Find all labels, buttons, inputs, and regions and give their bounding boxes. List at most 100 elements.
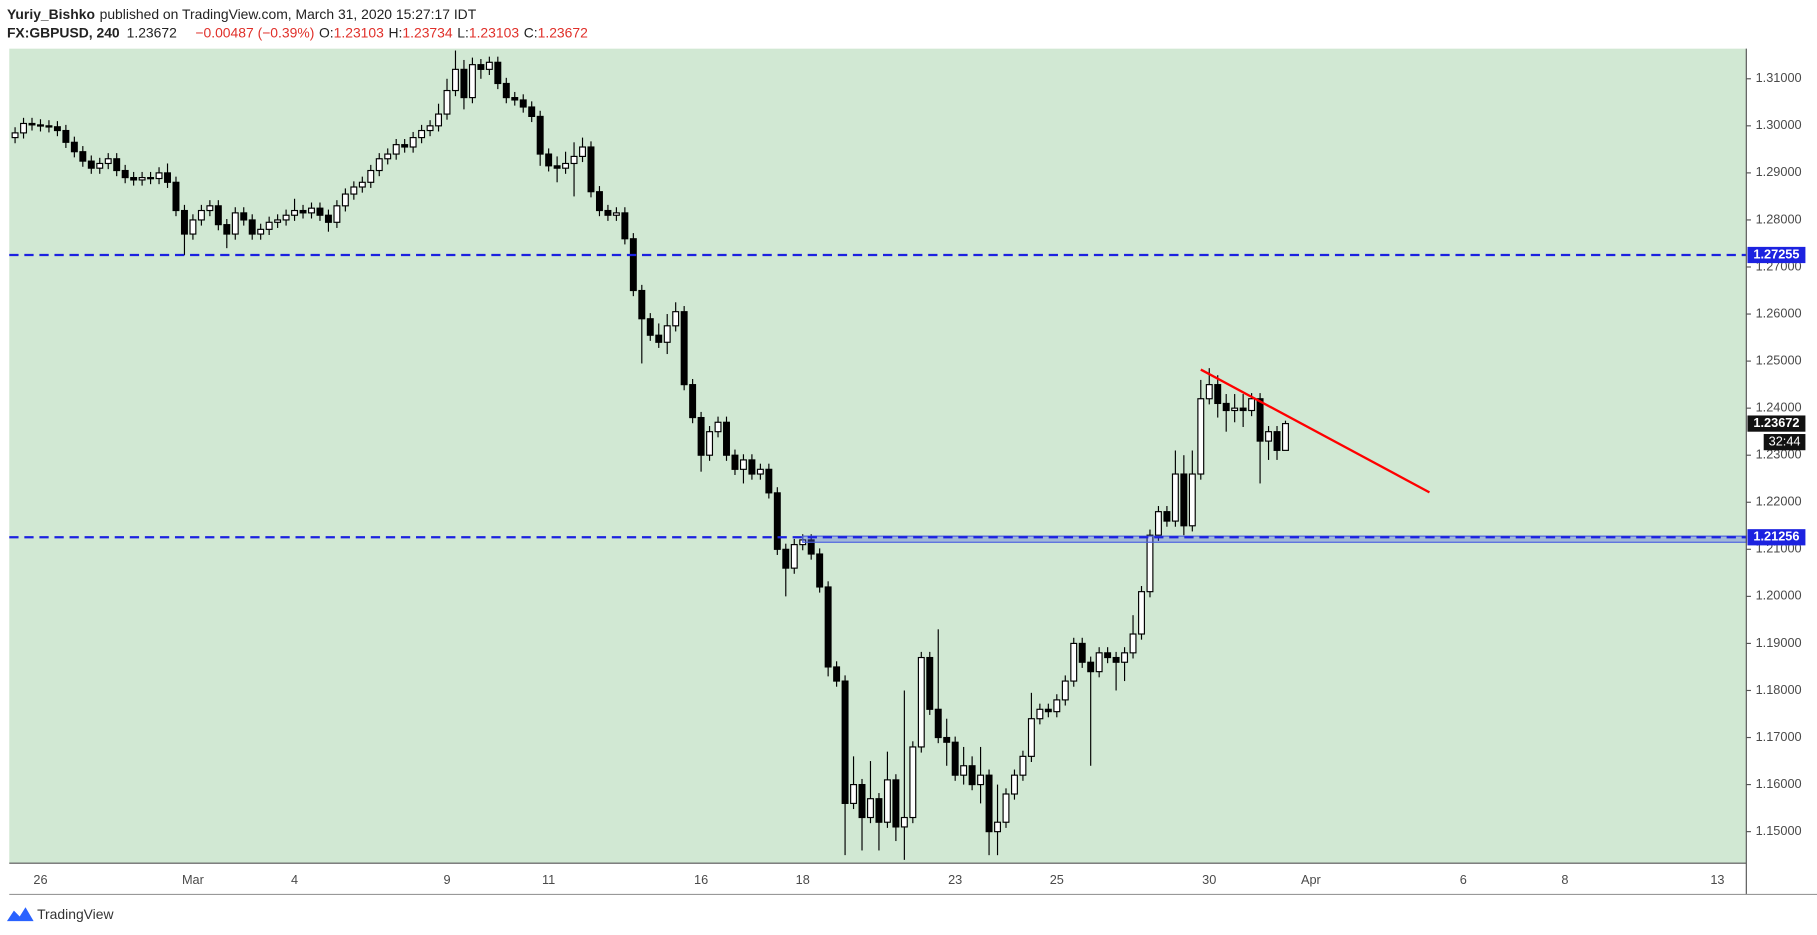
y-tick-label: 1.24000 [1756,400,1802,415]
candle-body [20,122,28,134]
candle-body [723,421,730,456]
candle-body [1002,793,1010,823]
candle-body [739,459,747,470]
x-tick-label: 18 [796,872,810,887]
y-tick-label: 1.26000 [1756,305,1802,320]
candle-body [468,64,476,99]
y-tick-label: 1.30000 [1756,117,1802,132]
candle-body [257,228,265,235]
candle-body [926,656,934,710]
candle-body [1121,652,1129,663]
candle-body [384,153,392,160]
candle-body [138,177,146,181]
candle-body [604,209,612,216]
candle-body [62,129,70,143]
candle-body [452,68,459,92]
c-label: C: [524,24,538,40]
y-tick-label: 1.29000 [1756,164,1802,179]
y-tick-label: 1.18000 [1756,682,1802,697]
countdown-box [1763,434,1806,451]
candle-body [291,209,299,216]
x-tick-label: 8 [1561,872,1568,887]
candle-body [1112,656,1120,663]
candle-body [435,113,443,127]
o-value: 1.23103 [334,24,384,40]
candle-body [1188,473,1196,527]
candle-body [1027,718,1035,757]
y-tick-label: 1.19000 [1756,635,1802,650]
candle-body [1053,699,1061,713]
y-tick-label: 1.20000 [1756,588,1802,603]
candle-body [299,209,307,214]
candle-body [816,553,824,588]
candle-body [1214,384,1222,405]
candle-body [867,798,874,819]
candle-body [248,219,256,235]
author: Yuriy_Bishko [7,6,95,22]
candle-body [1129,633,1137,654]
candle-body [11,132,19,139]
x-tick-label: 25 [1050,872,1064,887]
candle-body [104,158,112,165]
candle-body [70,141,78,153]
x-tick-label: 6 [1460,872,1467,887]
candle-body [1036,708,1044,720]
candle-body [155,172,163,180]
candle-body [985,774,993,833]
candle-body [409,137,417,148]
candle-body [28,122,36,126]
last-price-box [1747,415,1806,432]
candle-body [274,219,282,223]
x-tick-label: 4 [291,872,298,887]
candle-body [663,325,671,343]
x-tick-label: 16 [694,872,708,887]
candle-body [214,205,222,226]
y-tick-label: 1.22000 [1756,494,1802,509]
candle-body [1104,652,1112,659]
x-tick-label: 13 [1710,872,1724,887]
x-tick-label: Apr [1301,872,1322,887]
candle-body [900,816,908,828]
candle-body [951,741,959,776]
candle-body [316,207,324,216]
brand-logo: TradingView [6,906,114,922]
candle-body [358,181,366,188]
change: −0.00487 (−0.39%) [195,24,314,40]
last-price: 1.23672 [127,24,177,40]
candle-body [756,468,764,475]
candle-body [1154,511,1162,536]
candle-body [579,146,586,157]
h-label: H: [388,24,402,40]
candle-body [1222,402,1230,412]
candle-body [570,155,578,165]
x-tick-label: 9 [443,872,450,887]
y-tick-label: 1.15000 [1756,823,1802,838]
candle-body [45,125,53,128]
candle-body [1070,642,1078,682]
candle-body [341,193,349,207]
candle-body [189,219,197,235]
candle-body [460,68,468,99]
symbol: FX:GBPUSD, 240 [7,24,120,40]
candle-body [621,212,629,240]
candle-body [477,64,485,70]
candle-body [1095,652,1103,673]
y-tick-label: 1.23000 [1756,447,1802,462]
candle-body [1248,398,1256,412]
candle-body [1256,398,1264,442]
header-line: Yuriy_Bishko published on TradingView.com… [7,6,477,22]
candle-body [494,61,502,85]
candle-body [130,177,138,181]
candle-body [1273,431,1281,451]
candle-body [79,151,87,162]
candle-body [1180,473,1188,527]
candle-body [1019,755,1027,776]
brand: TradingView [37,906,114,922]
candle-body [282,214,290,221]
candle-body [502,82,510,99]
price-label: 1.27255 [1753,246,1799,261]
y-tick-label: 1.28000 [1756,211,1802,226]
candle-body [1138,591,1145,635]
